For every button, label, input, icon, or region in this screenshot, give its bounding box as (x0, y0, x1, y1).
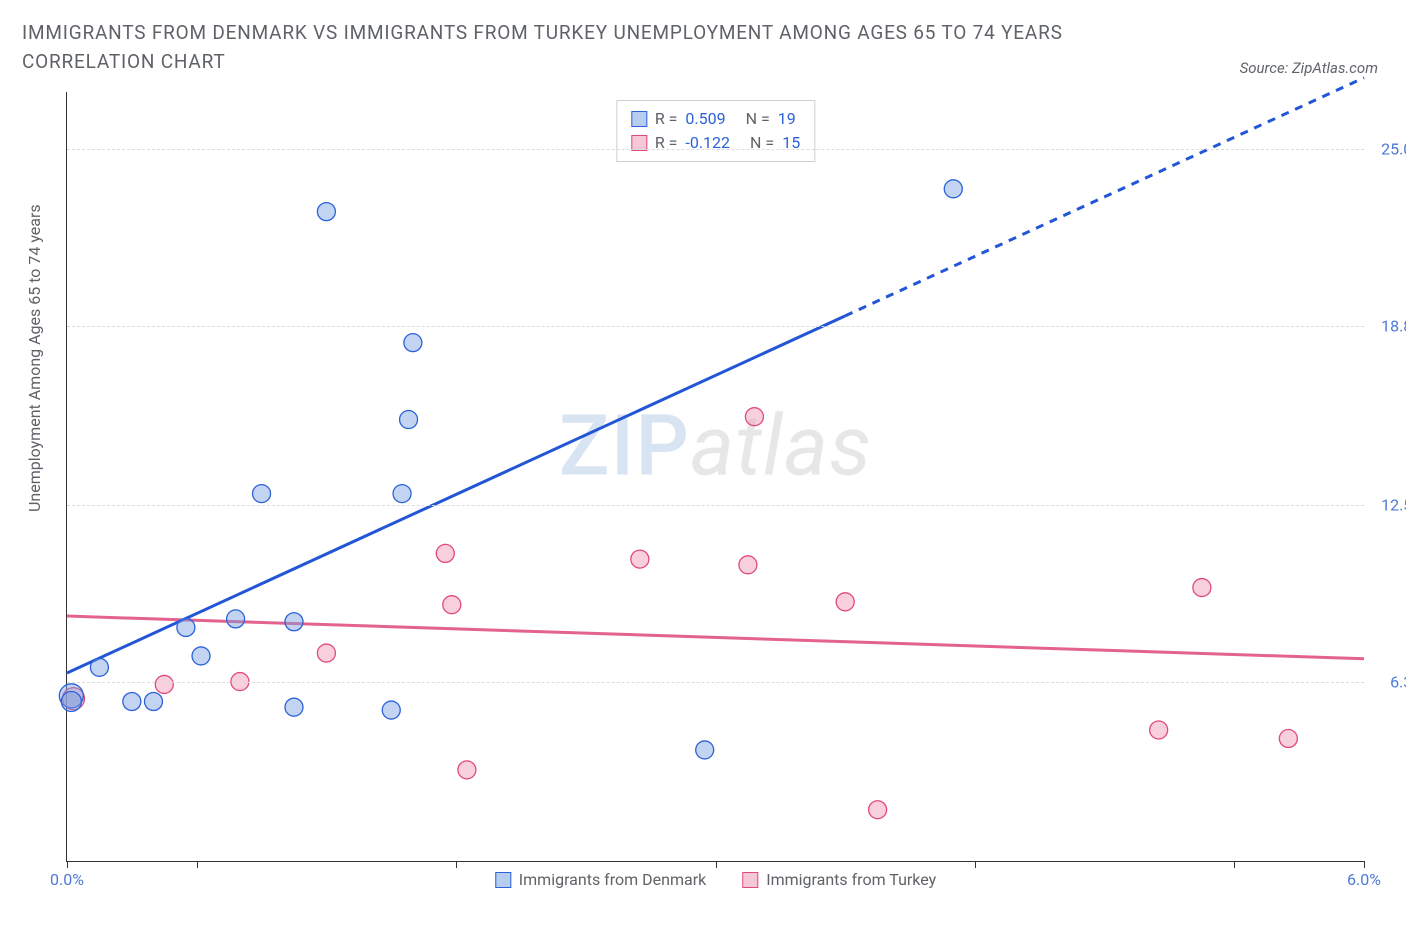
legend-label-denmark: Immigrants from Denmark (519, 870, 706, 889)
gridline (67, 326, 1364, 327)
x-tick (1364, 861, 1365, 868)
y-tick-label: 25.0% (1368, 139, 1406, 158)
gridline (67, 682, 1364, 683)
r-label: R = (655, 131, 678, 155)
legend-item-turkey: Immigrants from Turkey (742, 870, 936, 889)
gridline (67, 505, 1364, 506)
x-tick (456, 861, 457, 868)
n-value-denmark: 19 (778, 107, 796, 131)
swatch-turkey-icon (742, 872, 758, 888)
x-tick (975, 861, 976, 868)
swatch-denmark-icon (495, 872, 511, 888)
source-attribution: Source: ZipAtlas.com (1240, 59, 1378, 77)
legend-item-denmark: Immigrants from Denmark (495, 870, 706, 889)
y-axis-label: Unemployment Among Ages 65 to 74 years (25, 204, 44, 512)
r-label: R = (655, 107, 678, 131)
y-tick-label: 12.5% (1368, 495, 1406, 514)
swatch-denmark (631, 111, 647, 127)
series-legend: Immigrants from Denmark Immigrants from … (495, 870, 936, 889)
y-tick-label: 18.8% (1368, 316, 1406, 335)
chart-title: IMMIGRANTS FROM DENMARK VS IMMIGRANTS FR… (22, 18, 1142, 77)
r-value-turkey: -0.122 (685, 131, 730, 155)
x-tick (1234, 861, 1235, 868)
x-tick (67, 861, 68, 868)
header-row: IMMIGRANTS FROM DENMARK VS IMMIGRANTS FR… (0, 0, 1406, 77)
x-tick (197, 861, 198, 868)
n-label: N = (750, 131, 774, 155)
plot-svg (67, 92, 1364, 861)
n-label: N = (746, 107, 770, 131)
r-value-denmark: 0.509 (685, 107, 725, 131)
legend-row-denmark: R = 0.509 N = 19 (631, 107, 800, 131)
correlation-legend: R = 0.509 N = 19 R = -0.122 N = 15 (616, 100, 815, 162)
x-tick-label: 6.0% (1347, 870, 1381, 889)
gridline (67, 149, 1364, 150)
x-tick-label: 0.0% (50, 870, 84, 889)
plot-region: ZIPatlas R = 0.509 N = 19 R = -0.122 N =… (66, 92, 1364, 862)
n-value-turkey: 15 (782, 131, 800, 155)
chart-container: IMMIGRANTS FROM DENMARK VS IMMIGRANTS FR… (0, 0, 1406, 930)
legend-row-turkey: R = -0.122 N = 15 (631, 131, 800, 155)
x-tick (716, 861, 717, 868)
legend-label-turkey: Immigrants from Turkey (766, 870, 936, 889)
chart-area: Unemployment Among Ages 65 to 74 years Z… (22, 92, 1382, 910)
y-tick-label: 6.3% (1368, 672, 1406, 691)
